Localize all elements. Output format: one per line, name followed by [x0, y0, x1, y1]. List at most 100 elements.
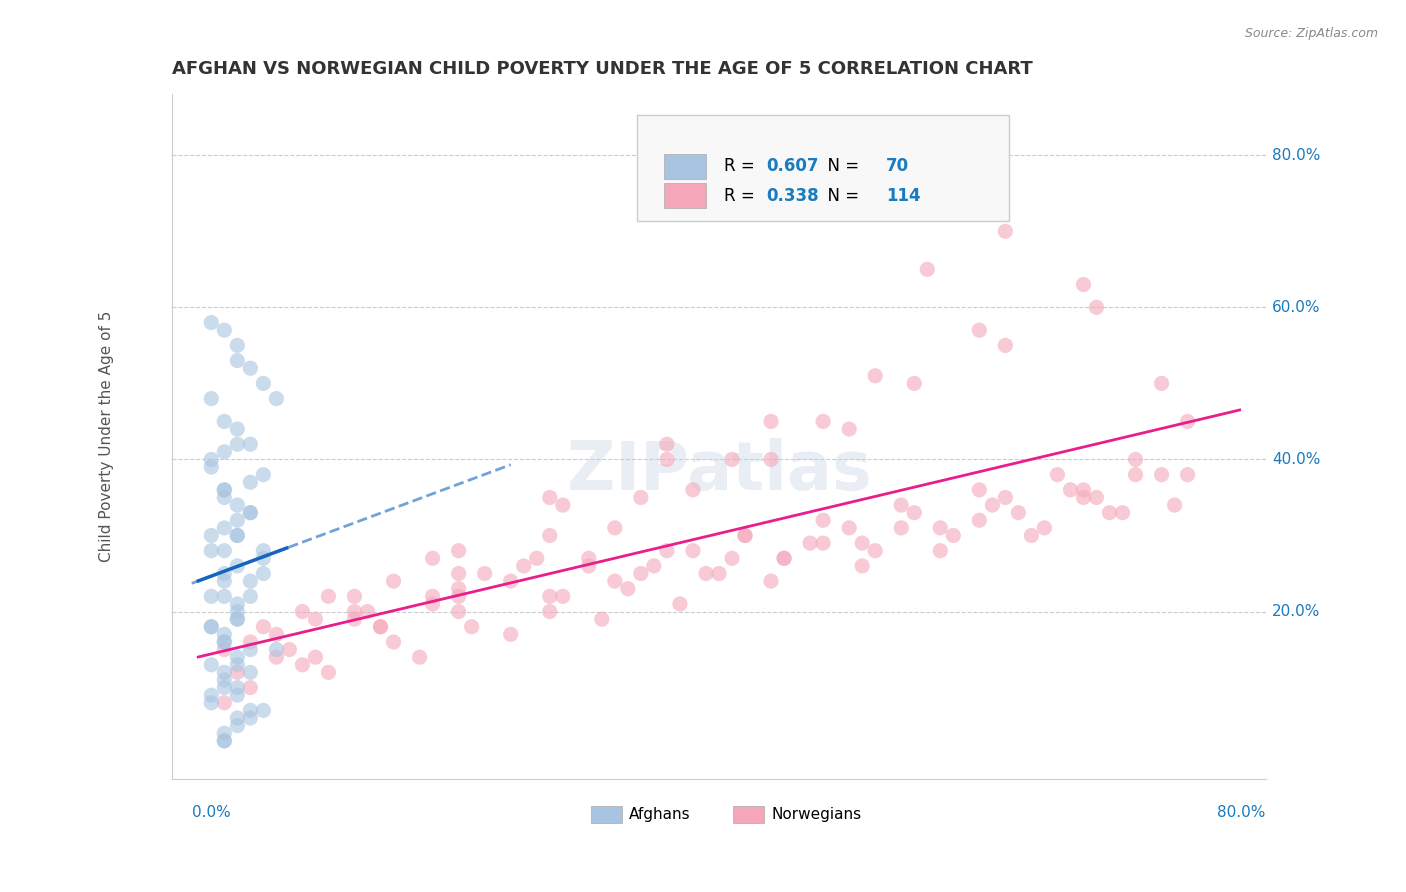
Point	[578, 558, 600, 573]
Text: 80.0%: 80.0%	[1272, 148, 1320, 162]
Point	[695, 566, 717, 581]
Point	[499, 574, 522, 588]
Point	[863, 543, 886, 558]
FancyBboxPatch shape	[664, 154, 706, 178]
Point	[214, 521, 236, 535]
Point	[1177, 467, 1199, 482]
Point	[318, 590, 340, 604]
Point	[214, 696, 236, 710]
Text: 60.0%: 60.0%	[1272, 300, 1320, 315]
Point	[773, 551, 796, 566]
Point	[226, 558, 249, 573]
Point	[226, 353, 249, 368]
Point	[239, 703, 262, 717]
Point	[239, 681, 262, 695]
FancyBboxPatch shape	[591, 806, 621, 823]
Point	[1085, 301, 1108, 315]
Point	[214, 566, 236, 581]
Text: 20.0%: 20.0%	[1272, 604, 1320, 619]
Point	[226, 528, 249, 542]
Point	[851, 536, 873, 550]
Point	[890, 498, 912, 512]
Point	[538, 528, 561, 542]
Point	[707, 566, 730, 581]
Point	[603, 574, 626, 588]
Point	[551, 498, 574, 512]
Point	[1150, 467, 1173, 482]
Point	[214, 483, 236, 497]
Point	[655, 437, 678, 451]
Point	[1073, 277, 1095, 292]
Point	[266, 642, 288, 657]
Point	[408, 650, 430, 665]
Text: Source: ZipAtlas.com: Source: ZipAtlas.com	[1244, 27, 1378, 40]
Point	[863, 368, 886, 383]
Point	[252, 620, 274, 634]
Point	[811, 414, 834, 428]
Point	[422, 590, 444, 604]
Point	[422, 551, 444, 566]
Point	[226, 711, 249, 725]
Point	[603, 521, 626, 535]
Point	[214, 543, 236, 558]
FancyBboxPatch shape	[664, 184, 706, 208]
Point	[214, 445, 236, 459]
Point	[239, 711, 262, 725]
Point	[214, 673, 236, 687]
Point	[239, 475, 262, 490]
Point	[474, 566, 496, 581]
Point	[447, 543, 470, 558]
Point	[214, 590, 236, 604]
Point	[969, 323, 991, 337]
Point	[903, 506, 925, 520]
Point	[318, 665, 340, 680]
Point	[1098, 506, 1121, 520]
Point	[942, 528, 965, 542]
Point	[721, 551, 744, 566]
Point	[252, 376, 274, 391]
Text: 70: 70	[886, 157, 910, 176]
Point	[460, 620, 482, 634]
Point	[811, 513, 834, 527]
Point	[1125, 452, 1147, 467]
Point	[655, 452, 678, 467]
Point	[200, 528, 222, 542]
Point	[969, 483, 991, 497]
Text: R =: R =	[724, 186, 761, 205]
Point	[304, 612, 326, 626]
Point	[682, 543, 704, 558]
Point	[226, 528, 249, 542]
Point	[734, 528, 756, 542]
Point	[226, 338, 249, 352]
Point	[200, 696, 222, 710]
Point	[851, 558, 873, 573]
Point	[838, 521, 860, 535]
Point	[512, 558, 534, 573]
Point	[226, 688, 249, 702]
Point	[239, 574, 262, 588]
Point	[304, 650, 326, 665]
Point	[447, 590, 470, 604]
Point	[343, 590, 366, 604]
Point	[226, 605, 249, 619]
Point	[356, 605, 378, 619]
Point	[252, 703, 274, 717]
Point	[447, 582, 470, 596]
Point	[1073, 491, 1095, 505]
Text: Child Poverty Under the Age of 5: Child Poverty Under the Age of 5	[100, 311, 114, 562]
Point	[759, 574, 782, 588]
Text: 0.338: 0.338	[766, 186, 818, 205]
Point	[214, 681, 236, 695]
Text: AFGHAN VS NORWEGIAN CHILD POVERTY UNDER THE AGE OF 5 CORRELATION CHART: AFGHAN VS NORWEGIAN CHILD POVERTY UNDER …	[173, 60, 1033, 78]
Point	[266, 627, 288, 641]
Point	[343, 612, 366, 626]
Point	[266, 650, 288, 665]
Point	[214, 323, 236, 337]
Point	[538, 590, 561, 604]
Point	[617, 582, 640, 596]
Point	[669, 597, 692, 611]
Point	[929, 543, 952, 558]
Point	[252, 467, 274, 482]
Point	[759, 452, 782, 467]
Point	[538, 605, 561, 619]
